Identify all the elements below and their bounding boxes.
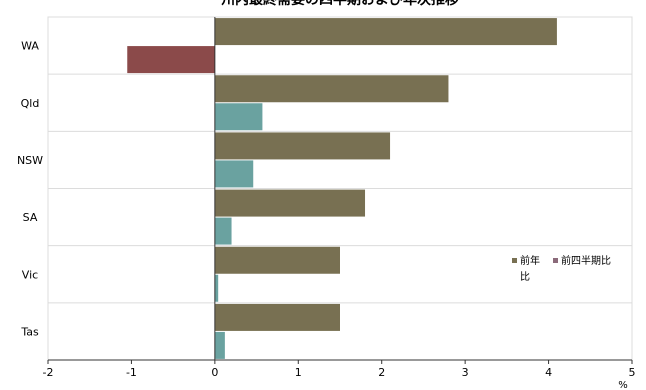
x-tick-label: -1 <box>126 366 137 379</box>
bar-qoq <box>214 274 219 302</box>
axes <box>47 17 633 364</box>
legend-swatch <box>512 258 517 263</box>
x-tick-label: 2 <box>378 366 385 379</box>
category-label: Vic <box>22 268 38 281</box>
category-label: NSW <box>17 154 43 167</box>
legend-label: 比 <box>520 271 530 283</box>
x-tick-label: 1 <box>295 366 302 379</box>
bar-yoy <box>214 18 557 46</box>
bar-qoq <box>214 331 225 359</box>
bar-yoy <box>214 75 449 103</box>
category-label: Tas <box>20 325 39 338</box>
bar-yoy <box>214 132 391 160</box>
bar-yoy <box>214 189 366 217</box>
x-tick-label: -2 <box>43 366 54 379</box>
x-tick-label: 4 <box>545 366 552 379</box>
legend: 前年比 前四半期比 <box>510 253 622 287</box>
chart-title: 州内最終需要の四半期および年次推移 <box>220 0 459 8</box>
bar-qoq <box>214 217 232 245</box>
bars <box>127 18 557 359</box>
category-labels: WA Qld NSW SA Vic Tas <box>17 40 43 339</box>
legend-label: 前年 <box>520 254 540 267</box>
legend-box <box>510 253 622 287</box>
bar-yoy <box>214 303 340 331</box>
x-tick-label: 3 <box>462 366 469 379</box>
bar-qoq <box>127 46 215 74</box>
x-tick-label: 5 <box>629 366 636 379</box>
legend-label: 前四半期比 <box>561 254 611 267</box>
legend-swatch <box>553 258 558 263</box>
category-label: Qld <box>21 97 40 110</box>
bar-yoy <box>214 246 340 274</box>
x-tick-labels: -2 -1 0 1 2 3 4 5 <box>43 366 636 379</box>
bar-qoq <box>214 160 254 188</box>
bar-qoq <box>214 103 263 131</box>
x-unit-label: % <box>618 380 628 390</box>
category-label: SA <box>23 211 38 224</box>
category-label: WA <box>21 40 39 53</box>
x-tick-label: 0 <box>211 366 218 379</box>
